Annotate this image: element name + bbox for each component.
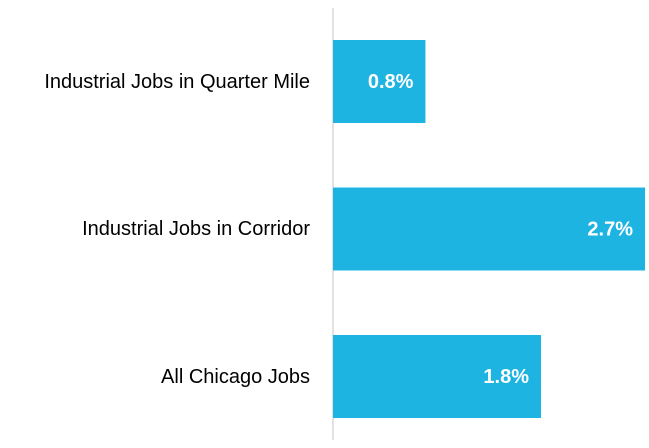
data-label: 2.7%: [587, 218, 633, 240]
bar: [333, 335, 541, 418]
category-text: All Chicago Jobs: [161, 365, 310, 388]
bar: [333, 40, 426, 123]
category-label: All Chicago Jobs: [5, 335, 310, 418]
data-label: 0.8%: [368, 71, 414, 93]
category-text: Industrial Jobs in Corridor: [82, 218, 310, 240]
category-label: Industrial Jobs in Quarter Mile: [5, 40, 310, 123]
category-text: Industrial Jobs in Quarter Mile: [44, 70, 310, 93]
bar: [333, 187, 645, 271]
category-label: Industrial Jobs in Corridor: [5, 188, 310, 271]
data-label: 1.8%: [483, 366, 529, 388]
